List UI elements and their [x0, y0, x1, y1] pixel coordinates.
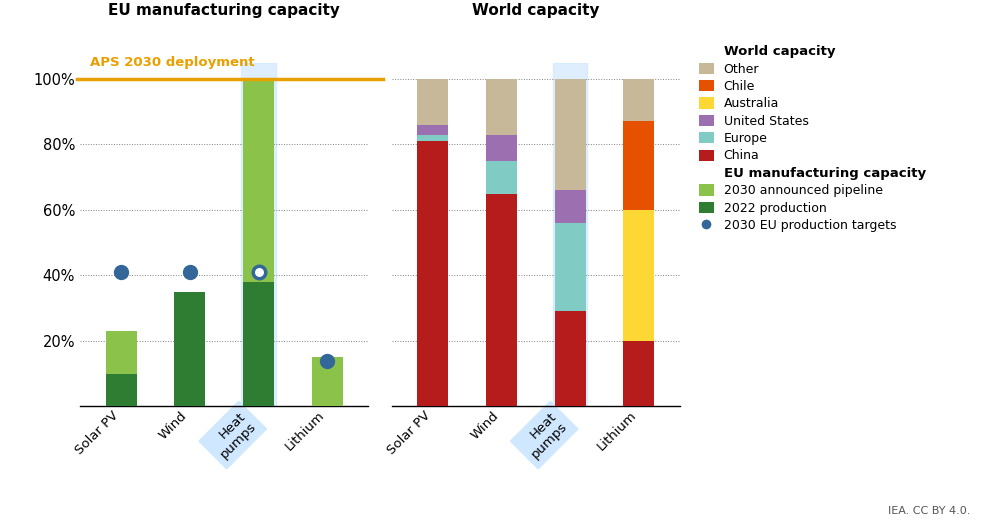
- Bar: [486, 134, 517, 161]
- Bar: [243, 282, 274, 406]
- Bar: [106, 331, 137, 374]
- Bar: [486, 79, 517, 134]
- Bar: [243, 79, 274, 282]
- Bar: [417, 79, 448, 125]
- Bar: [623, 121, 654, 210]
- Bar: [555, 190, 586, 223]
- Text: APS 2030 deployment: APS 2030 deployment: [90, 56, 255, 69]
- Bar: [417, 141, 448, 406]
- Bar: [486, 193, 517, 406]
- Bar: [555, 79, 586, 190]
- Bar: [555, 312, 586, 406]
- Bar: [555, 223, 586, 312]
- Text: IEA. CC BY 4.0.: IEA. CC BY 4.0.: [888, 506, 970, 516]
- Bar: [623, 341, 654, 406]
- Text: EU manufacturing capacity: EU manufacturing capacity: [108, 3, 340, 18]
- Bar: [623, 210, 654, 341]
- Bar: [312, 357, 343, 406]
- Bar: [553, 63, 587, 406]
- Legend: World capacity, Other, Chile, Australia, United States, Europe, China, EU manufa: World capacity, Other, Chile, Australia,…: [696, 43, 928, 234]
- Bar: [174, 292, 205, 406]
- Bar: [623, 79, 654, 121]
- Text: World capacity: World capacity: [472, 3, 600, 18]
- Bar: [417, 125, 448, 134]
- Bar: [241, 63, 276, 406]
- Bar: [417, 134, 448, 141]
- Bar: [106, 374, 137, 406]
- Bar: [486, 161, 517, 193]
